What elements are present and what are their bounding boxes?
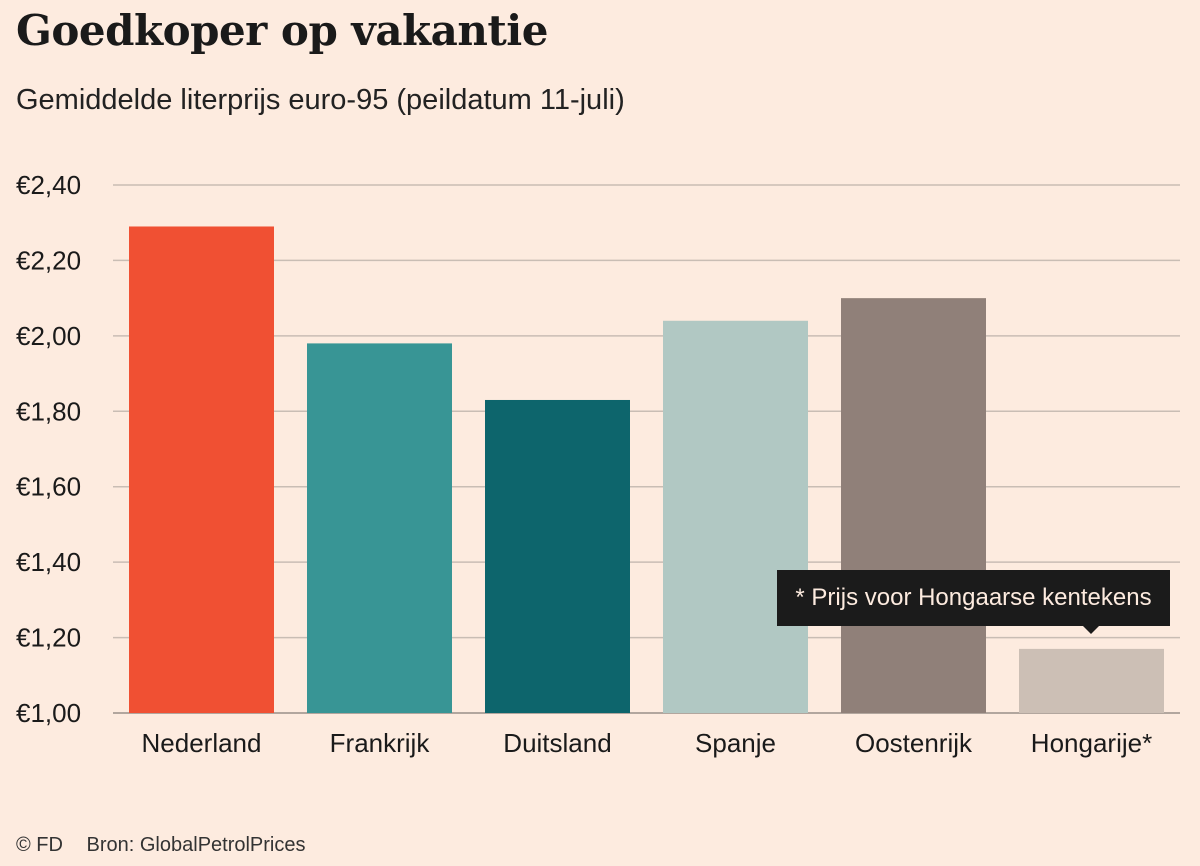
bar-spanje [663,320,808,713]
bar-frankrijk [307,343,452,713]
footer: © FD Bron: GlobalPetrolPrices [16,834,324,857]
bar-layer [129,226,1164,713]
annotation-pointer [1083,626,1099,634]
hongarije-annotation: * Prijs voor Hongaarse kentekens [777,570,1170,626]
grid-layer [113,184,1180,714]
bar-hongarije [1019,648,1164,713]
chart-subtitle: Gemiddelde literprijs euro-95 (peildatum… [16,84,625,116]
y-tick-label: €1,80 [16,396,81,426]
y-tick-label: €1,60 [16,472,81,502]
y-tick-label: €1,20 [16,623,81,653]
x-category-label: Duitsland [503,728,611,758]
bar-chart: €2,40 €2,20 €2,00 €1,80 €1,60 €1,40 €1,20 €1,00… [16,170,1180,758]
label-layer: €2,40 €2,20 €2,00 €1,80 €1,60 €1,40 €1,20 €1,00… [16,170,1152,758]
x-category-label: Frankrijk [330,728,431,758]
bar-nederland [129,226,274,713]
bar-oostenrijk [841,298,986,713]
copyright-text: © FD [16,834,63,856]
y-tick-label: €2,00 [16,321,81,351]
source-text: Bron: GlobalPetrolPrices [86,834,306,856]
y-tick-label: €1,00 [16,698,81,728]
x-category-label: Spanje [695,728,776,758]
y-tick-label: €1,40 [16,547,81,577]
x-category-label: Nederland [142,728,262,758]
x-category-label: Hongarije* [1031,728,1152,758]
bar-duitsland [485,399,630,713]
chart-title: Goedkoper op vakantie [16,6,548,55]
y-tick-label: €2,40 [16,170,81,200]
x-category-label: Oostenrijk [855,728,973,758]
y-tick-label: €2,20 [16,245,81,275]
